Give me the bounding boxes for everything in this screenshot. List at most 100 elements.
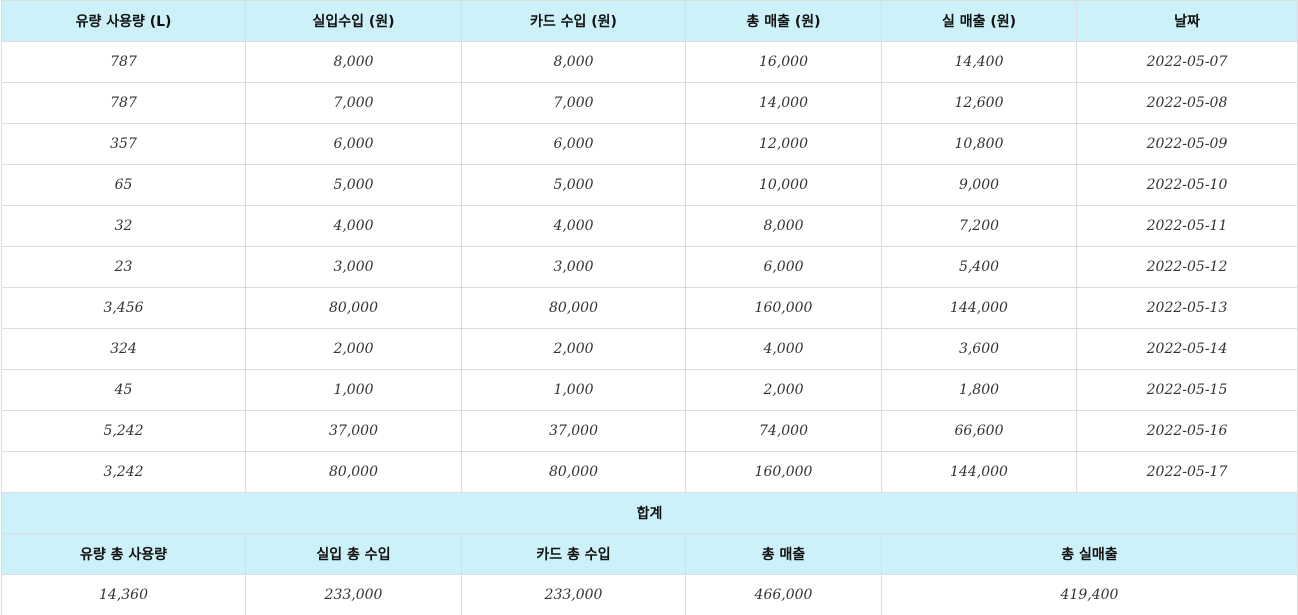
cell-date: 2022-05-09 [1076, 123, 1298, 165]
summary-card-total: 233,000 [461, 574, 686, 615]
cell-cash-income: 5,000 [245, 164, 462, 206]
cell-net-sales: 5,400 [881, 246, 1077, 288]
cell-total-sales: 8,000 [685, 205, 882, 247]
summary-header-total-usage: 유량 총 사용량 [1, 533, 246, 575]
summary-total-sales: 466,000 [685, 574, 882, 615]
summary-net-sales: 419,400 [881, 574, 1298, 615]
cell-date: 2022-05-07 [1076, 41, 1298, 83]
cell-flow-usage: 787 [1, 41, 246, 83]
cell-cash-income: 2,000 [245, 328, 462, 370]
header-net-sales: 실 매출 (원) [881, 0, 1077, 42]
cell-total-sales: 2,000 [685, 369, 882, 411]
cell-card-income: 2,000 [461, 328, 686, 370]
summary-header-net-sales: 총 실매출 [881, 533, 1298, 575]
cell-card-income: 3,000 [461, 246, 686, 288]
cell-flow-usage: 32 [1, 205, 246, 247]
cell-flow-usage: 5,242 [1, 410, 246, 452]
table-row: 5,242 37,000 37,000 74,000 66,600 2022-0… [1, 410, 1298, 452]
cell-flow-usage: 65 [1, 164, 246, 206]
cell-cash-income: 80,000 [245, 451, 462, 493]
cell-card-income: 1,000 [461, 369, 686, 411]
table-row: 23 3,000 3,000 6,000 5,400 2022-05-12 [1, 246, 1298, 288]
table-header-row: 유량 사용량 (L) 실입수입 (원) 카드 수입 (원) 총 매출 (원) 실… [1, 0, 1298, 42]
table-row: 357 6,000 6,000 12,000 10,800 2022-05-09 [1, 123, 1298, 165]
cell-net-sales: 144,000 [881, 451, 1077, 493]
cell-date: 2022-05-14 [1076, 328, 1298, 370]
cell-date: 2022-05-08 [1076, 82, 1298, 124]
cell-total-sales: 12,000 [685, 123, 882, 165]
table-row: 45 1,000 1,000 2,000 1,800 2022-05-15 [1, 369, 1298, 411]
cell-cash-income: 80,000 [245, 287, 462, 329]
cell-total-sales: 160,000 [685, 287, 882, 329]
summary-header-cash-total: 실입 총 수입 [245, 533, 462, 575]
cell-flow-usage: 23 [1, 246, 246, 288]
cell-cash-income: 1,000 [245, 369, 462, 411]
cell-card-income: 4,000 [461, 205, 686, 247]
cell-net-sales: 66,600 [881, 410, 1077, 452]
table-row: 787 7,000 7,000 14,000 12,600 2022-05-08 [1, 82, 1298, 124]
cell-date: 2022-05-12 [1076, 246, 1298, 288]
cell-net-sales: 9,000 [881, 164, 1077, 206]
summary-header-total-sales: 총 매출 [685, 533, 882, 575]
header-date: 날짜 [1076, 0, 1298, 42]
summary-total-usage: 14,360 [1, 574, 246, 615]
cell-cash-income: 7,000 [245, 82, 462, 124]
cell-net-sales: 144,000 [881, 287, 1077, 329]
cell-net-sales: 12,600 [881, 82, 1077, 124]
cell-card-income: 6,000 [461, 123, 686, 165]
cell-flow-usage: 3,456 [1, 287, 246, 329]
cell-net-sales: 7,200 [881, 205, 1077, 247]
cell-total-sales: 16,000 [685, 41, 882, 83]
summary-title: 합계 [1, 492, 1298, 534]
summary-cash-total: 233,000 [245, 574, 462, 615]
cell-cash-income: 37,000 [245, 410, 462, 452]
cell-total-sales: 74,000 [685, 410, 882, 452]
table-row: 3,456 80,000 80,000 160,000 144,000 2022… [1, 287, 1298, 329]
cell-total-sales: 4,000 [685, 328, 882, 370]
cell-card-income: 37,000 [461, 410, 686, 452]
cell-cash-income: 3,000 [245, 246, 462, 288]
cell-card-income: 8,000 [461, 41, 686, 83]
cell-date: 2022-05-15 [1076, 369, 1298, 411]
table-body: 787 8,000 8,000 16,000 14,400 2022-05-07… [1, 41, 1298, 615]
cell-date: 2022-05-13 [1076, 287, 1298, 329]
cell-flow-usage: 787 [1, 82, 246, 124]
cell-flow-usage: 357 [1, 123, 246, 165]
cell-cash-income: 6,000 [245, 123, 462, 165]
cell-total-sales: 10,000 [685, 164, 882, 206]
cell-card-income: 80,000 [461, 451, 686, 493]
header-total-sales: 총 매출 (원) [685, 0, 882, 42]
cell-flow-usage: 324 [1, 328, 246, 370]
table-row: 65 5,000 5,000 10,000 9,000 2022-05-10 [1, 164, 1298, 206]
cell-date: 2022-05-10 [1076, 164, 1298, 206]
cell-flow-usage: 45 [1, 369, 246, 411]
cell-net-sales: 10,800 [881, 123, 1077, 165]
cell-net-sales: 14,400 [881, 41, 1077, 83]
cell-cash-income: 4,000 [245, 205, 462, 247]
table-row: 32 4,000 4,000 8,000 7,200 2022-05-11 [1, 205, 1298, 247]
header-cash-income: 실입수입 (원) [245, 0, 462, 42]
cell-total-sales: 6,000 [685, 246, 882, 288]
cell-cash-income: 8,000 [245, 41, 462, 83]
cell-date: 2022-05-11 [1076, 205, 1298, 247]
summary-header-card-total: 카드 총 수입 [461, 533, 686, 575]
header-card-income: 카드 수입 (원) [461, 0, 686, 42]
table-row: 3,242 80,000 80,000 160,000 144,000 2022… [1, 451, 1298, 493]
table-row: 324 2,000 2,000 4,000 3,600 2022-05-14 [1, 328, 1298, 370]
table-row: 787 8,000 8,000 16,000 14,400 2022-05-07 [1, 41, 1298, 83]
cell-total-sales: 160,000 [685, 451, 882, 493]
cell-card-income: 7,000 [461, 82, 686, 124]
summary-title-row: 합계 [1, 492, 1298, 534]
cell-total-sales: 14,000 [685, 82, 882, 124]
cell-card-income: 5,000 [461, 164, 686, 206]
cell-date: 2022-05-16 [1076, 410, 1298, 452]
cell-card-income: 80,000 [461, 287, 686, 329]
cell-net-sales: 1,800 [881, 369, 1077, 411]
header-flow-usage: 유량 사용량 (L) [1, 0, 246, 42]
cell-date: 2022-05-17 [1076, 451, 1298, 493]
summary-value-row: 14,360 233,000 233,000 466,000 419,400 [1, 574, 1298, 615]
cell-net-sales: 3,600 [881, 328, 1077, 370]
summary-header-row: 유량 총 사용량 실입 총 수입 카드 총 수입 총 매출 총 실매출 [1, 533, 1298, 575]
cell-flow-usage: 3,242 [1, 451, 246, 493]
